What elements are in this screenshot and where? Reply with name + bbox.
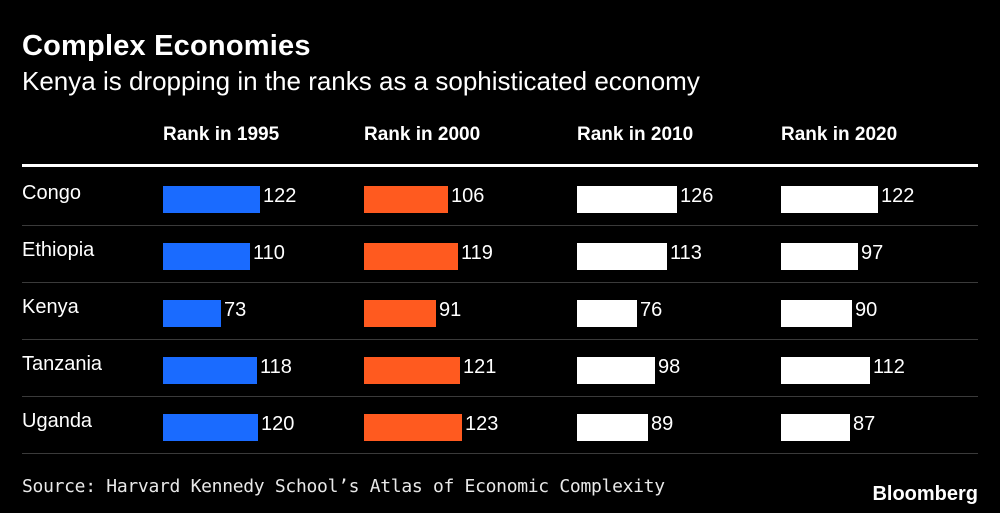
bloomberg-logo: Bloomberg [872,483,978,505]
rank-value-label: 118 [260,356,292,378]
country-label: Tanzania [22,353,103,375]
table-row: Kenya 73 91 76 90 [22,282,978,340]
rank-bar [577,300,637,327]
rank-value-label: 106 [451,185,485,207]
rank-value-label: 112 [873,356,905,378]
rank-bar [163,357,257,384]
rank-value-label: 122 [263,185,297,207]
table-row: Tanzania 118 121 98 112 [22,339,978,397]
rank-value-label: 123 [465,413,499,435]
rank-bar [781,186,878,213]
rank-bar [163,414,258,441]
rank-value-label: 113 [670,242,702,264]
rank-value-label: 87 [853,413,876,435]
rank-value-label: 90 [855,299,878,321]
rank-value-label: 91 [439,299,462,321]
rank-value-label: 121 [463,356,497,378]
rank-value-label: 89 [651,413,674,435]
column-header: Rank in 1995 [163,124,280,145]
rank-bar [364,243,458,270]
rank-bar [577,357,655,384]
rank-bar [781,243,858,270]
rank-bar [781,414,850,441]
country-label: Uganda [22,410,93,432]
chart-subtitle: Kenya is dropping in the ranks as a soph… [22,66,700,96]
rank-bar [577,243,667,270]
rank-bar [577,186,677,213]
country-label: Kenya [22,296,79,318]
rank-value-label: 98 [658,356,681,378]
rank-value-label: 120 [261,413,295,435]
rank-value-label: 122 [881,185,915,207]
country-label: Ethiopia [22,239,95,261]
rank-bar [364,357,460,384]
rank-value-label: 126 [680,185,714,207]
rank-bar [577,414,648,441]
table-row: Ethiopia 110 119 113 97 [22,225,978,283]
table-row: Uganda 120 123 89 87 [22,396,978,454]
column-header: Rank in 2000 [364,124,481,145]
rank-bar [364,186,448,213]
rank-value-label: 97 [861,242,884,264]
rank-bar [163,243,250,270]
rank-bar [364,300,436,327]
column-header: Rank in 2020 [781,124,898,145]
table-row: Congo 122 106 126 122 [22,168,978,226]
rank-value-label: 76 [640,299,663,321]
rank-bar [163,300,221,327]
header-rule [22,164,978,167]
column-header: Rank in 2010 [577,124,694,145]
rank-bar [781,300,852,327]
rank-value-label: 110 [253,242,285,264]
rank-bar [163,186,260,213]
chart-title: Complex Economies [22,30,311,62]
rank-value-label: 119 [461,242,493,264]
rank-bar [364,414,462,441]
source-note: Source: Harvard Kennedy School’s Atlas o… [22,476,665,497]
rank-value-label: 73 [224,299,247,321]
rank-bar [781,357,870,384]
country-label: Congo [22,182,81,204]
